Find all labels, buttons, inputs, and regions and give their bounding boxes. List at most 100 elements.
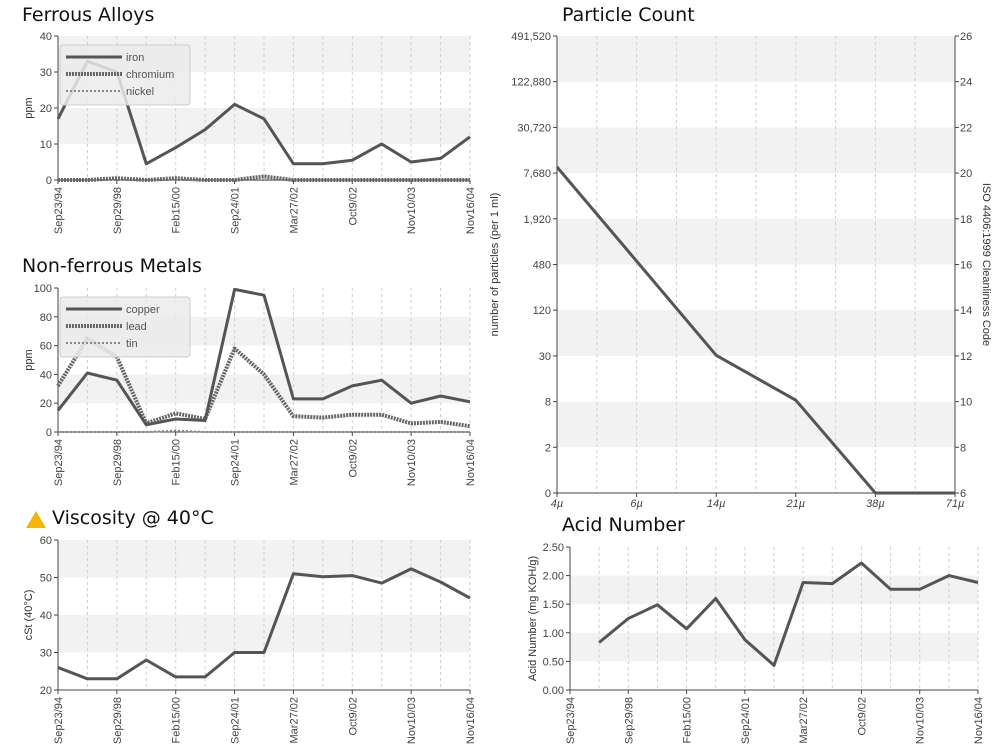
particle-chart: 0 2 8 30 120 480 1,920 7,680 30,720 122,880 491,52… xyxy=(489,31,992,510)
acid-ytick-label: 1.50 xyxy=(543,599,564,611)
nonferrous-series-lead xyxy=(56,336,471,429)
viscosity-chart: 20 30 40 50 60 Sep23/94 Sep29/98 Feb15/00 Sep24/… xyxy=(23,535,477,744)
particle-ytick-label: 491,520 xyxy=(511,31,551,43)
nonferrous-xtick-label: Sep23/94 xyxy=(53,439,65,486)
viscosity-xtick-label: Nov10/03 xyxy=(406,697,418,744)
particle-ytick-right-label: 16 xyxy=(960,260,972,272)
acid-xtick-label: Oct9/02 xyxy=(856,697,868,736)
viscosity-ylabel: cSt (40°C) xyxy=(23,590,35,641)
particle-ytick-label: 30 xyxy=(539,351,551,363)
particle-ytick-right-label: 20 xyxy=(960,168,972,180)
viscosity-ytick-label: 60 xyxy=(40,535,52,547)
particle-xtick-label: 6µ xyxy=(630,498,642,510)
nonferrous-ylabel: ppm xyxy=(23,349,35,370)
particle-ytick-right-label: 14 xyxy=(960,305,972,317)
ferrous-ytick-label: 10 xyxy=(40,139,52,151)
particle-xtick-label: 71µ xyxy=(946,498,965,510)
ferrous-legend-label: chromium xyxy=(126,69,174,81)
acid-xtick-label: Sep29/98 xyxy=(623,697,635,744)
acid-ylabel: Acid Number (mg KOH/g) xyxy=(527,556,539,681)
particle-ytick-label: 7,680 xyxy=(523,168,551,180)
particle-ytick-right-label: 18 xyxy=(960,214,972,226)
nonferrous-legend-label: copper xyxy=(126,304,160,316)
acid-xtick-label: Nov10/03 xyxy=(915,697,927,744)
acid-xtick-label: Feb15/00 xyxy=(682,697,694,743)
nonferrous-xtick-label: Feb15/00 xyxy=(171,439,183,485)
nonferrous-xtick-label: Mar27/02 xyxy=(288,439,300,485)
ferrous-legend-label: iron xyxy=(126,52,144,64)
nonferrous-ytick-label: 80 xyxy=(40,312,52,324)
ferrous-xtick-label: Nov10/03 xyxy=(406,187,418,234)
ferrous-ytick-label: 0 xyxy=(46,175,52,187)
nonferrous-legend xyxy=(59,296,191,358)
ferrous-title: Ferrous Alloys xyxy=(22,4,155,26)
nonferrous-legend-label: lead xyxy=(126,321,147,333)
acid-xtick-label: Mar27/02 xyxy=(798,697,810,743)
particle-ytick-label: 122,880 xyxy=(511,77,551,89)
ferrous-ylabel: ppm xyxy=(23,97,35,118)
nonferrous-chart: 0 20 40 60 80 100 Sep23/94 Sep29/98 Feb15/00 Sep2… xyxy=(23,283,477,486)
nonferrous-ytick-label: 60 xyxy=(40,341,52,353)
nonferrous-ytick-label: 20 xyxy=(40,398,52,410)
viscosity-xtick-label: Oct9/02 xyxy=(347,697,359,736)
particle-ytick-label: 2 xyxy=(545,442,551,454)
nonferrous-ytick-label: 0 xyxy=(46,427,52,439)
particle-ytick-right-label: 12 xyxy=(960,351,972,363)
ferrous-ytick-label: 20 xyxy=(40,103,52,115)
nonferrous-ytick-label: 100 xyxy=(34,283,52,295)
viscosity-xtick-label: Sep29/98 xyxy=(112,697,124,744)
nonferrous-ytick-label: 40 xyxy=(40,369,52,381)
acid-ytick-label: 1.00 xyxy=(543,628,564,640)
acid-ytick-label: 0.00 xyxy=(543,685,564,697)
viscosity-series-line xyxy=(57,567,471,681)
ferrous-legend-label: nickel xyxy=(126,86,154,98)
ferrous-xtick-label: Mar27/02 xyxy=(288,187,300,233)
ferrous-ytick-label: 40 xyxy=(40,31,52,43)
acid-chart: 0.00 0.50 1.00 1.50 2.00 2.50 Sep23/94 Sep29/98… xyxy=(527,542,985,744)
acid-ytick-label: 0.50 xyxy=(543,656,564,668)
particle-xtick-label: 14µ xyxy=(707,498,726,510)
warning-icon xyxy=(26,511,46,528)
nonferrous-xtick-label: Sep24/01 xyxy=(230,439,242,486)
particle-ylabel: number of particles (per 1 ml) xyxy=(489,193,501,337)
particle-xtick-label: 21µ xyxy=(786,498,806,510)
nonferrous-series-tin xyxy=(58,429,470,433)
ferrous-chart: 0 10 20 30 40 Sep23/94 Sep29/98 Feb15/00 Sep24/0… xyxy=(23,31,477,234)
particle-ytick-right-label: 26 xyxy=(960,31,972,43)
particle-ylabel-right: ISO 4406:1999 Cleanliness Code xyxy=(980,183,992,346)
particle-xtick-label: 38µ xyxy=(866,498,885,510)
viscosity-xtick-label: Sep23/94 xyxy=(53,697,65,744)
ferrous-xtick-label: Nov16/04 xyxy=(465,187,477,234)
nonferrous-title: Non-ferrous Metals xyxy=(22,255,202,277)
nonferrous-legend-label: tin xyxy=(126,338,138,350)
nonferrous-xtick-label: Nov10/03 xyxy=(406,439,418,486)
particle-series-line xyxy=(555,166,955,495)
nonferrous-xtick-label: Sep29/98 xyxy=(112,439,124,486)
particle-ytick-label: 1,920 xyxy=(523,214,551,226)
particle-ytick-label: 30,720 xyxy=(517,122,551,134)
ferrous-xtick-label: Sep23/94 xyxy=(53,187,65,234)
viscosity-xtick-label: Mar27/02 xyxy=(288,697,300,743)
viscosity-xtick-label: Feb15/00 xyxy=(171,697,183,743)
nonferrous-xtick-label: Nov16/04 xyxy=(465,439,477,486)
viscosity-band xyxy=(58,615,470,653)
ferrous-xtick-label: Feb15/00 xyxy=(171,187,183,233)
acid-series-line xyxy=(598,561,979,667)
ferrous-legend xyxy=(59,44,191,106)
acid-ytick-label: 2.50 xyxy=(543,542,564,554)
particle-ytick-right-label: 8 xyxy=(960,442,966,454)
particle-ytick-label: 480 xyxy=(533,260,551,272)
viscosity-ytick-label: 50 xyxy=(40,573,52,585)
ferrous-xtick-label: Sep24/01 xyxy=(230,187,242,234)
particle-ytick-right-label: 10 xyxy=(960,397,972,409)
acid-xtick-label: Sep23/94 xyxy=(565,697,577,744)
acid-xtick-label: Nov16/04 xyxy=(973,697,985,744)
nonferrous-series-copper xyxy=(56,287,471,427)
viscosity-ytick-label: 20 xyxy=(40,685,52,697)
viscosity-ytick-label: 40 xyxy=(40,610,52,622)
acid-ytick-label: 2.00 xyxy=(543,571,564,583)
viscosity-xtick-label: Nov16/04 xyxy=(465,697,477,744)
ferrous-xtick-label: Sep29/98 xyxy=(112,187,124,234)
particle-ytick-right-label: 24 xyxy=(960,77,972,89)
ferrous-ytick-label: 30 xyxy=(40,67,52,79)
